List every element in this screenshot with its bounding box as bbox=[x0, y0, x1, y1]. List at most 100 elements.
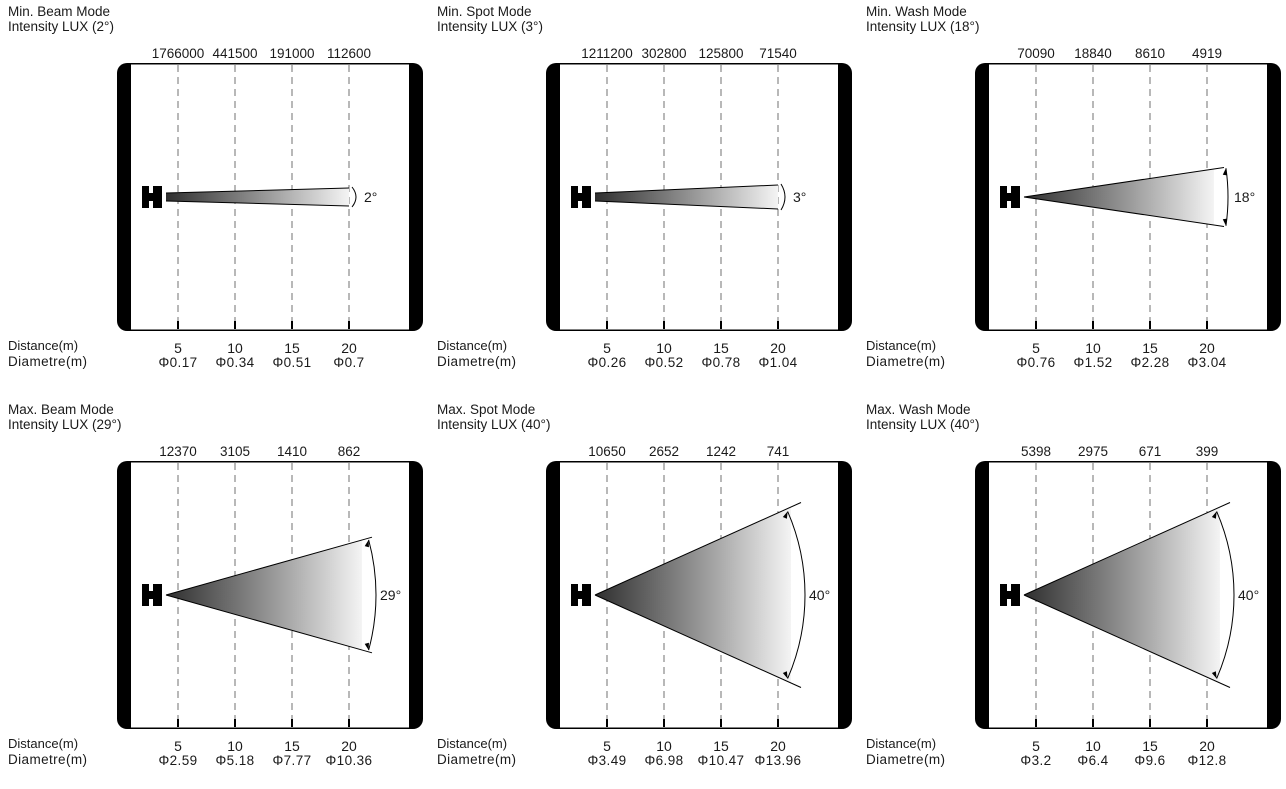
diameter-value: Φ0.52 bbox=[644, 355, 684, 370]
diameter-value: Φ0.17 bbox=[158, 355, 198, 370]
intensity-value: 8610 bbox=[1134, 46, 1166, 61]
panel-subtitle: Intensity LUX (40°) bbox=[437, 417, 551, 432]
distance-value: 15 bbox=[713, 340, 729, 356]
intensity-value: 4919 bbox=[1191, 46, 1223, 61]
arc-arrowhead bbox=[364, 539, 369, 548]
intensity-value: 18840 bbox=[1074, 46, 1112, 61]
beam-diagram: 40° bbox=[546, 461, 852, 729]
angle-label: 2° bbox=[364, 189, 377, 205]
panel-subtitle: Intensity LUX (18°) bbox=[866, 19, 980, 34]
intensity-value: 302800 bbox=[641, 46, 687, 61]
panel-subtitle: Intensity LUX (29°) bbox=[8, 417, 122, 432]
beam-cone bbox=[166, 540, 362, 650]
intensity-value: 125800 bbox=[698, 46, 744, 61]
intensity-value: 741 bbox=[766, 444, 790, 459]
distance-value: 20 bbox=[1199, 340, 1215, 356]
diameter-value: Φ3.04 bbox=[1187, 355, 1227, 370]
beam-diagram: 3° bbox=[546, 63, 852, 331]
fixture-icon bbox=[571, 186, 591, 208]
distance-value: 10 bbox=[1085, 738, 1101, 754]
fixture-icon bbox=[1000, 584, 1020, 606]
diameter-value: Φ0.78 bbox=[701, 355, 741, 370]
panel-title: Min. Beam Mode bbox=[8, 4, 111, 19]
diameter-value: Φ3.49 bbox=[587, 753, 627, 768]
panel-title: Min. Spot Mode bbox=[437, 4, 532, 19]
beam-edge bbox=[594, 200, 779, 210]
beam-diagram: 40° bbox=[975, 461, 1281, 729]
photometric-panel: Min. Wash Mode Intensity LUX (18°) 70090… bbox=[866, 4, 1281, 396]
beam-diagram: 2° bbox=[117, 63, 423, 331]
beam-diagram: 29° bbox=[117, 461, 423, 729]
distance-value: 5 bbox=[1032, 738, 1040, 754]
angle-arc bbox=[1222, 168, 1229, 226]
fixture-icon bbox=[1000, 186, 1020, 208]
distance-value: 20 bbox=[341, 738, 357, 754]
distance-value: 5 bbox=[174, 738, 182, 754]
diameter-value: Φ10.47 bbox=[697, 753, 745, 768]
beam-edge bbox=[1023, 594, 1231, 688]
beam-edge bbox=[594, 184, 779, 194]
diameter-label: Diametre(m) bbox=[866, 354, 946, 369]
arc-arrowhead bbox=[1222, 218, 1228, 226]
arc-arrowhead bbox=[1211, 671, 1217, 679]
angle-arc bbox=[351, 186, 357, 208]
distance-label: Distance(m) bbox=[866, 338, 937, 353]
beam-cone bbox=[1024, 507, 1220, 683]
fixture-icon bbox=[571, 584, 591, 606]
beam-cone bbox=[595, 507, 791, 683]
distance-value: 20 bbox=[770, 340, 786, 356]
diameter-label: Diametre(m) bbox=[437, 354, 517, 369]
intensity-value: 112600 bbox=[326, 46, 372, 61]
diameter-value: Φ5.18 bbox=[215, 753, 255, 768]
intensity-value: 862 bbox=[337, 444, 361, 459]
intensity-value: 2975 bbox=[1077, 444, 1109, 459]
beam-diagram: 18° bbox=[975, 63, 1281, 331]
beam-edge bbox=[594, 594, 802, 688]
distance-label: Distance(m) bbox=[866, 736, 937, 751]
angle-label: 18° bbox=[1234, 189, 1255, 205]
angle-arc bbox=[1211, 511, 1235, 679]
diameter-value: Φ3.2 bbox=[1020, 753, 1052, 768]
beam-edge bbox=[594, 502, 802, 596]
intensity-value: 399 bbox=[1195, 444, 1219, 459]
intensity-value: 191000 bbox=[269, 46, 315, 61]
diameter-value: Φ13.96 bbox=[754, 753, 802, 768]
intensity-value: 10650 bbox=[588, 444, 626, 459]
distance-value: 10 bbox=[227, 340, 243, 356]
arc-arrowhead bbox=[364, 642, 369, 651]
beam-edge bbox=[1023, 502, 1231, 596]
distance-value: 15 bbox=[284, 340, 300, 356]
beam-cone bbox=[166, 188, 349, 206]
arc-arrowhead bbox=[782, 671, 788, 679]
diameter-value: Φ0.34 bbox=[215, 355, 255, 370]
distance-label: Distance(m) bbox=[437, 338, 508, 353]
angle-arc bbox=[782, 511, 806, 679]
angle-label: 29° bbox=[380, 587, 401, 603]
distance-label: Distance(m) bbox=[437, 736, 508, 751]
beam-edge bbox=[165, 594, 373, 654]
panel-title: Max. Spot Mode bbox=[437, 402, 536, 417]
intensity-value: 1410 bbox=[276, 444, 308, 459]
distance-value: 20 bbox=[341, 340, 357, 356]
intensity-value: 71540 bbox=[759, 46, 797, 61]
arc-arrowhead bbox=[1222, 168, 1228, 176]
intensity-value: 70090 bbox=[1017, 46, 1055, 61]
distance-value: 15 bbox=[713, 738, 729, 754]
angle-arc bbox=[780, 183, 786, 211]
diameter-label: Diametre(m) bbox=[437, 752, 517, 767]
distance-label: Distance(m) bbox=[8, 736, 79, 751]
beam-cone bbox=[1024, 169, 1214, 225]
intensity-value: 2652 bbox=[648, 444, 680, 459]
diameter-value: Φ6.4 bbox=[1077, 753, 1109, 768]
distance-value: 10 bbox=[656, 738, 672, 754]
diameter-label: Diametre(m) bbox=[8, 752, 88, 767]
distance-value: 5 bbox=[1032, 340, 1040, 356]
diameter-value: Φ9.6 bbox=[1134, 753, 1166, 768]
fixture-icon bbox=[142, 186, 162, 208]
intensity-value: 1766000 bbox=[151, 46, 205, 61]
angle-arc bbox=[364, 539, 377, 651]
diameter-value: Φ10.36 bbox=[325, 753, 373, 768]
diameter-value: Φ12.8 bbox=[1187, 753, 1227, 768]
distance-value: 20 bbox=[1199, 738, 1215, 754]
